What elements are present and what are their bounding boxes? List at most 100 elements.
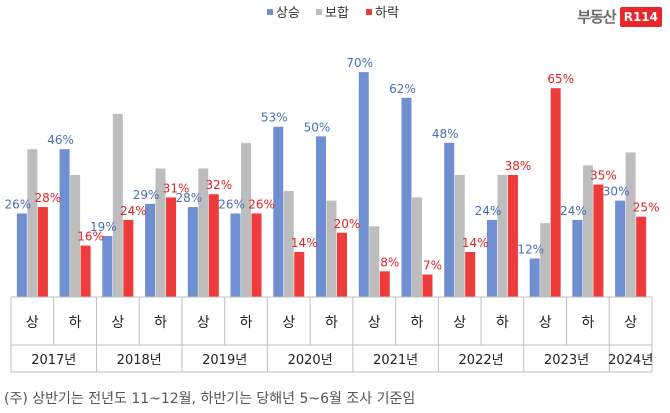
bar — [80, 245, 91, 297]
tick-label: 하 — [581, 315, 594, 331]
data-label: 14% — [462, 236, 489, 250]
year-label: 2020년 — [288, 353, 333, 368]
data-label: 24% — [475, 204, 502, 218]
data-label: 24% — [120, 204, 147, 218]
bar — [401, 97, 412, 297]
bar — [59, 149, 70, 297]
data-label: 70% — [346, 56, 373, 70]
legend-label: 보합 — [325, 6, 349, 21]
bar — [593, 184, 604, 297]
bar — [486, 219, 497, 297]
data-label: 50% — [304, 120, 331, 134]
bar — [444, 142, 455, 297]
tick-label: 상 — [453, 315, 466, 331]
year-label: 2018년 — [117, 353, 162, 368]
data-label: 38% — [505, 159, 532, 173]
bar — [37, 207, 48, 297]
data-label: 31% — [163, 181, 190, 195]
bar — [198, 168, 209, 297]
bar — [465, 252, 476, 297]
legend-swatch — [316, 9, 322, 15]
bar — [316, 136, 326, 297]
tick-label: 하 — [240, 315, 253, 331]
tick-label: 상 — [539, 315, 552, 331]
data-label: 48% — [432, 127, 459, 141]
bar — [379, 271, 390, 297]
x-axis: 상 하 상 하 상 하 상 하 상 하 상 하 상 하 상 2017년 2018년 2019년 2020년 2021년… — [10, 296, 653, 373]
data-label: 20% — [334, 217, 361, 231]
logo-text: 부동산 — [577, 8, 616, 26]
tick-label: 상 — [624, 315, 637, 331]
tick-label: 하 — [411, 315, 424, 331]
bar — [497, 174, 508, 297]
bar — [337, 232, 347, 297]
bar — [208, 194, 219, 297]
bar — [454, 174, 465, 297]
tick-label: 상 — [26, 315, 39, 331]
data-label: 35% — [590, 169, 617, 183]
legend-label: 상승 — [276, 6, 300, 21]
data-label: 28% — [175, 191, 202, 205]
bar — [326, 200, 337, 297]
year-label: 2023년 — [544, 353, 589, 368]
tick-label: 하 — [496, 315, 509, 331]
bar — [582, 165, 593, 297]
bar — [540, 223, 551, 297]
data-label: 62% — [389, 82, 416, 96]
legend-swatch — [267, 9, 273, 15]
year-label: 2024년 — [608, 353, 653, 368]
tick-label: 하 — [325, 315, 338, 331]
data-label: 25% — [633, 201, 660, 215]
bar — [16, 213, 27, 297]
legend: 상승 보합 하락 — [267, 6, 399, 21]
data-label: 8% — [380, 255, 399, 269]
data-label: 32% — [205, 178, 232, 192]
data-label: 65% — [547, 72, 574, 86]
data-label: 30% — [603, 185, 630, 199]
data-label: 26% — [5, 197, 32, 211]
data-label: 16% — [77, 230, 104, 244]
bar — [625, 152, 636, 297]
bar — [70, 174, 81, 297]
bar — [241, 142, 252, 297]
tick-label: 상 — [111, 315, 124, 331]
bar — [294, 252, 305, 297]
bar — [572, 219, 583, 297]
tick-label: 상 — [282, 315, 295, 331]
year-label: 2021년 — [373, 353, 418, 368]
bar — [123, 219, 134, 297]
logo-badge: R114 — [619, 6, 662, 27]
chart-svg: 상승 보합 하락 26%46%19%29% 28% 26%53%50%70%62%48%… — [5, 6, 660, 373]
data-label: 53% — [261, 111, 288, 125]
legend-swatch — [366, 9, 372, 15]
bar — [27, 149, 38, 297]
bar — [166, 197, 177, 297]
bar — [112, 113, 123, 297]
bar — [273, 126, 284, 297]
data-label: 19% — [90, 220, 117, 234]
data-label: 26% — [248, 197, 275, 211]
bar — [155, 168, 166, 297]
bar — [529, 258, 540, 297]
legend-label: 하락 — [375, 6, 399, 21]
data-label: 24% — [560, 204, 587, 218]
bar — [251, 213, 262, 297]
year-label: 2022년 — [459, 353, 504, 368]
bar — [102, 235, 113, 297]
tick-label: 하 — [154, 315, 167, 331]
data-label: 26% — [218, 197, 245, 211]
bar — [369, 226, 380, 297]
bar — [411, 197, 422, 297]
data-label: 46% — [47, 133, 74, 147]
data-label: 12% — [517, 242, 544, 256]
year-label: 2017년 — [31, 353, 76, 368]
bar — [145, 203, 156, 297]
data-labels: 26%46%19%29% 28% 26%53%50%70%62%48%24%12%2… — [5, 56, 660, 272]
data-label: 14% — [291, 236, 318, 250]
data-label: 7% — [423, 259, 442, 273]
tick-label: 하 — [69, 315, 82, 331]
tick-label: 상 — [197, 315, 210, 331]
bar — [550, 88, 561, 297]
bar — [283, 190, 294, 297]
bar — [422, 274, 433, 297]
